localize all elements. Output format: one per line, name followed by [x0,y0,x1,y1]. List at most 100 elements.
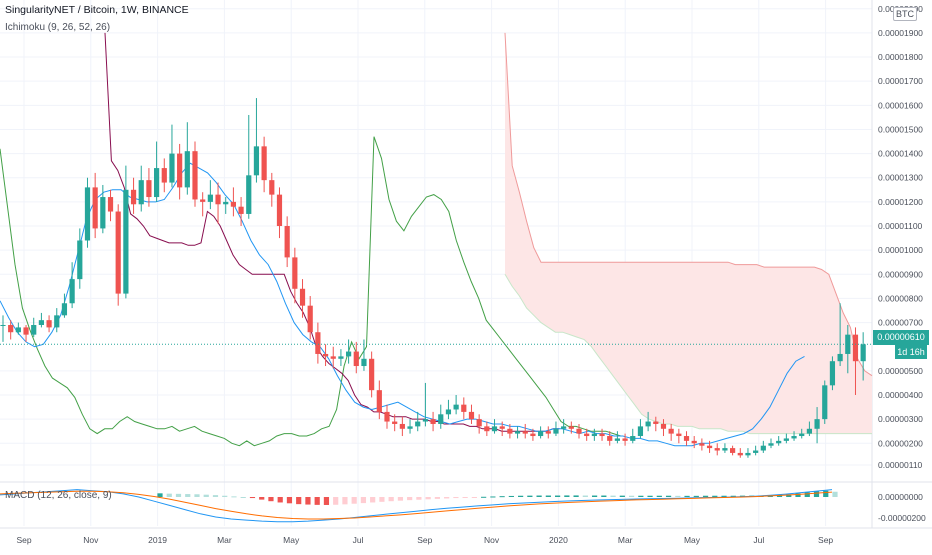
macd-histogram-bar [388,497,394,502]
macd-histogram-bar [166,493,172,497]
candle [46,320,52,328]
macd-histogram-bar [536,495,542,497]
macd-tick-label: -0.00000200 [878,513,926,523]
macd-histogram-bar [555,495,561,497]
candle [369,358,375,391]
macd-histogram-bar [518,495,524,497]
currency-badge[interactable]: BTC [893,7,917,21]
macd-histogram-bar [693,495,699,497]
candle [253,146,260,176]
macd-legend[interactable]: MACD (12, 26, close, 9) [5,490,112,501]
candle [753,450,759,453]
candle [499,426,505,429]
candle [330,356,336,359]
candle [407,426,413,429]
macd-histogram-bar [231,496,237,498]
macd-histogram-bar [203,494,209,497]
price-tick-label: 0.00001300 [878,173,923,183]
candle [468,411,475,420]
candle [730,448,736,453]
candle [246,175,252,214]
macd-histogram-bar [832,491,838,497]
macd-histogram-bar [638,495,644,497]
candle [630,436,636,441]
macd-histogram-bar [268,497,274,502]
time-tick-label: Nov [484,535,500,545]
candle [146,180,152,198]
macd-histogram-bar [194,494,200,497]
macd-histogram-bar [601,495,607,497]
macd-histogram-bar [647,495,653,497]
candle [338,356,344,359]
candle [545,431,551,434]
macd-histogram-bar [444,497,450,499]
macd-histogram-bar [434,497,440,499]
macd-histogram-bar [323,497,330,505]
candle [346,351,352,357]
macd-histogram-bar [397,497,404,501]
macd-histogram-bar [545,495,551,497]
macd-histogram-bar [453,497,459,499]
time-tick-label: Sep [417,535,432,545]
macd-histogram-bar [240,497,246,498]
candle [645,421,651,427]
macd-histogram-bar [157,493,163,497]
time-tick-label: Jul [353,535,364,545]
macd-histogram-bar [573,495,579,497]
candle [706,445,713,449]
candle [100,197,106,229]
symbol-legend: SingularityNET / Bitcoin, 1W, BINANCE [5,4,189,16]
candle [852,334,859,362]
candle [507,428,513,434]
macd-histogram-bar [610,495,616,497]
candle [8,324,14,333]
candle [837,353,843,362]
macd-histogram-bar [628,495,635,497]
candle [737,452,743,456]
macd-histogram-bar [508,495,514,497]
macd-histogram-bar [314,497,320,505]
macd-histogram-bar [342,497,348,505]
price-tick-label: 0.00000400 [878,390,923,400]
price-tick-label: 0.00000110 [878,460,923,470]
signal-line [0,490,833,520]
macd-histogram-bar [259,497,265,500]
macd-histogram-bar [333,497,339,505]
candle [783,438,789,441]
macd-histogram-bar [721,495,727,497]
candle [561,426,567,429]
candle [514,431,521,434]
macd-histogram-bar [684,495,690,497]
candle [668,428,674,434]
ichimoku-legend[interactable]: Ichimoku (9, 26, 52, 26) [5,22,111,33]
candle [138,180,144,205]
candle [829,361,836,386]
candle [484,426,490,432]
candle [223,201,229,205]
macd-histogram-bar [471,497,477,498]
price-tick-label: 0.00001800 [878,52,923,62]
macd-histogram-bar [813,491,820,497]
candle [799,433,805,437]
price-tick-label: 0.00001000 [878,245,923,255]
candle [438,414,444,424]
macd-histogram-bar [665,495,672,497]
candle [192,151,198,200]
leading-span-b-line [504,32,873,377]
macd-histogram-bar [175,493,182,497]
candle [722,448,728,451]
price-tick-label: 0.00000500 [878,366,923,376]
candle [269,180,275,195]
candle [238,206,244,214]
candle [415,421,421,427]
price-tick-label: 0.00001500 [878,124,923,134]
candle [307,305,313,333]
macd-histogram-bar [351,497,357,504]
candle [23,327,29,335]
candle [538,431,544,437]
macd-histogram-bar [407,497,413,501]
macd-histogram-bar [222,495,228,497]
countdown-badge: 1d 16h [895,345,927,359]
price-tick-label: 0.00001100 [878,221,923,231]
